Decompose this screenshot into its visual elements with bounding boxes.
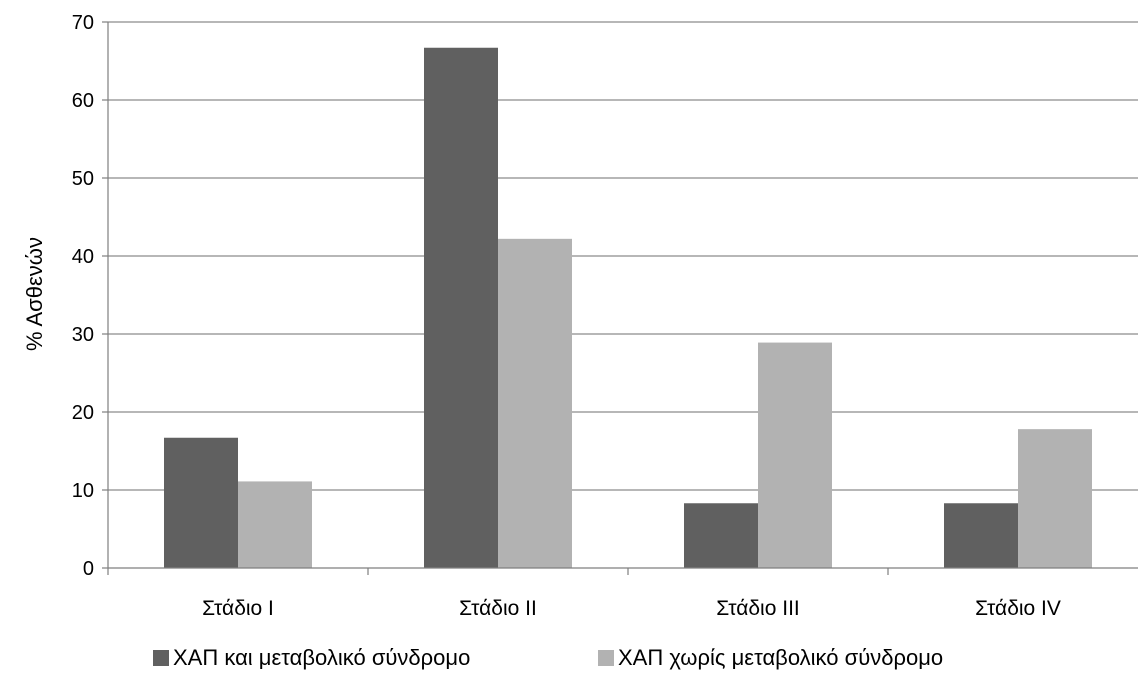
y-tick-label: 30 — [72, 324, 94, 346]
y-tick-label: 70 — [72, 12, 94, 34]
bars-group — [164, 47, 1092, 569]
x-tick-label: Στάδιο ΙΙΙ — [716, 597, 800, 620]
x-tick-label: Στάδιο ΙV — [975, 597, 1061, 620]
gridlines — [108, 21, 1138, 491]
bar — [498, 238, 572, 568]
legend: ΧΑΠ και μεταβολικό σύνδρομο ΧΑΠ χωρίς μετ… — [153, 645, 943, 670]
x-tick-label: Στάδιο Ι — [202, 597, 274, 620]
x-tick-labels: Στάδιο Ι Στάδιο ΙΙ Στάδιο ΙΙΙ Στάδιο ΙV — [202, 597, 1061, 620]
bar — [684, 503, 758, 568]
y-tick-label: 0 — [83, 558, 94, 580]
bar — [758, 342, 832, 568]
bar — [164, 437, 238, 568]
x-tick-label: Στάδιο ΙΙ — [459, 597, 537, 620]
legend-label: ΧΑΠ και μεταβολικό σύνδρομο — [173, 645, 470, 670]
y-tick-label: 10 — [72, 480, 94, 502]
bar — [238, 481, 312, 568]
y-tick-label: 40 — [72, 246, 94, 268]
y-tick-label: 20 — [72, 402, 94, 424]
bar — [944, 503, 1018, 568]
y-axis-title: % Ασθενών — [22, 237, 47, 351]
legend-swatch — [598, 650, 614, 666]
axes — [102, 21, 1138, 575]
y-tick-label: 50 — [72, 168, 94, 190]
y-tick-label: 60 — [72, 90, 94, 112]
y-tick-labels: 0 10 20 30 40 50 60 70 — [72, 12, 94, 580]
legend-swatch — [153, 650, 169, 666]
bar — [424, 47, 498, 569]
legend-label: ΧΑΠ χωρίς μεταβολικό σύνδρομο — [618, 645, 943, 670]
bar — [1018, 429, 1092, 568]
